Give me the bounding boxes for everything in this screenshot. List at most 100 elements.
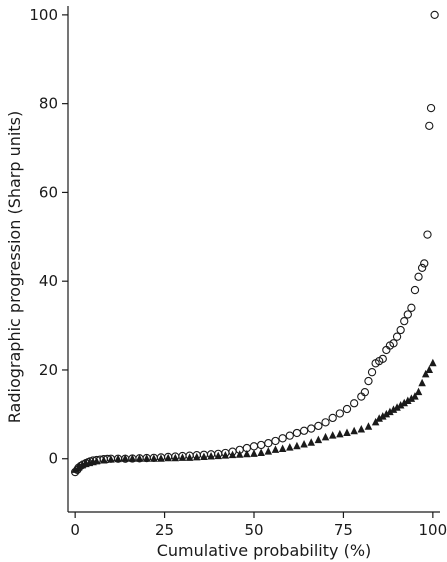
filled-triangle-point — [235, 450, 244, 458]
x-axis-label: Cumulative probability (%) — [157, 541, 372, 560]
open-circle-point — [400, 316, 409, 326]
open-circle-point — [367, 368, 377, 377]
open-circle-point — [426, 103, 436, 113]
filled-triangle-point — [343, 428, 351, 436]
open-circle-point — [350, 399, 359, 408]
filled-triangle-point — [107, 455, 115, 463]
open-circle-point — [430, 10, 439, 20]
filled-triangle-point — [379, 412, 387, 420]
y-tick-label: 100 — [29, 6, 58, 24]
open-circle-point — [307, 424, 316, 433]
open-circle-point — [378, 354, 387, 364]
open-circle-point — [403, 310, 412, 319]
filled-triangle-point — [407, 394, 416, 402]
filled-triangle-point — [185, 453, 194, 461]
open-circle-point — [407, 303, 416, 312]
open-circle-point — [285, 431, 294, 440]
filled-triangle-point — [429, 358, 437, 367]
filled-triangle-point — [286, 443, 294, 451]
open-circle-point — [249, 442, 259, 451]
filled-triangle-point — [157, 454, 165, 462]
open-circle-point — [425, 121, 434, 130]
x-tick-label: 100 — [419, 521, 447, 539]
open-circle-point — [264, 439, 273, 448]
open-circle-point — [292, 428, 302, 438]
filled-triangle-point — [171, 453, 180, 462]
filled-triangle-point — [375, 414, 383, 422]
filled-triangle-point — [121, 454, 129, 462]
open-circle-point — [392, 332, 402, 341]
filled-triangle-point — [328, 431, 337, 439]
filled-triangle-point — [350, 426, 358, 435]
filled-triangle-point — [300, 440, 308, 448]
filled-triangle-point — [278, 444, 287, 452]
filled-triangle-point — [404, 396, 412, 405]
filled-triangle-point — [257, 448, 265, 456]
filled-triangle-point — [221, 451, 230, 459]
filled-triangle-point — [250, 449, 258, 457]
open-circle-point — [328, 413, 337, 423]
filled-triangle-point — [214, 451, 222, 460]
y-tick-label: 80 — [39, 95, 58, 113]
data-points — [71, 10, 439, 477]
filled-triangle-point — [321, 432, 330, 441]
open-circle-point — [278, 434, 287, 443]
open-circle-point — [417, 263, 427, 273]
open-circle-point — [364, 376, 373, 386]
filled-triangle-point — [414, 387, 423, 396]
filled-triangle-point — [243, 449, 251, 458]
filled-triangle-point — [164, 453, 172, 462]
filled-triangle-point — [293, 441, 301, 450]
open-circle-point — [414, 272, 423, 281]
filled-triangle-point — [178, 453, 187, 461]
filled-triangle-point — [193, 452, 201, 461]
open-circle-point — [423, 230, 432, 239]
open-circle-point — [410, 285, 420, 295]
y-axis-label: Radiographic progression (Sharp units) — [5, 111, 24, 423]
open-circle-point — [396, 325, 405, 335]
filled-triangle-point — [418, 378, 426, 387]
open-circle-point — [389, 339, 398, 348]
filled-triangle-point — [142, 454, 151, 462]
filled-triangle-point — [396, 400, 405, 409]
filled-triangle-point — [228, 450, 237, 459]
filled-triangle-point — [114, 454, 122, 463]
x-tick-label: 25 — [155, 521, 174, 539]
filled-triangle-point — [207, 452, 215, 460]
filled-triangle-point — [128, 454, 137, 462]
open-circle-point — [420, 259, 429, 268]
filled-triangle-point — [336, 429, 344, 438]
y-tick-label: 60 — [39, 183, 58, 201]
filled-triangle-point — [425, 365, 434, 373]
open-circle-point — [271, 436, 280, 446]
open-circle-point — [299, 426, 309, 435]
axes: 0 20 40 60 80 100 0 25 50 75 100 — [29, 6, 447, 539]
y-tick-label: 20 — [39, 361, 58, 379]
open-circle-point — [360, 388, 370, 397]
open-circle-point — [321, 418, 330, 427]
filled-triangle-point — [411, 392, 419, 400]
filled-triangle-point — [382, 409, 391, 418]
filled-triangle-point — [314, 435, 323, 444]
open-circle-point — [342, 404, 352, 414]
filled-triangle-point — [74, 463, 83, 471]
filled-triangle-point — [150, 454, 158, 462]
y-tick-label: 40 — [39, 272, 58, 290]
filled-triangle-point — [386, 407, 394, 416]
filled-triangle-point — [92, 456, 101, 465]
axis-labels: Cumulative probability (%) Radiographic … — [5, 111, 371, 560]
filled-triangle-point — [264, 447, 273, 455]
open-circle-point — [314, 421, 323, 431]
open-circle-point — [335, 409, 344, 418]
filled-triangle-point — [400, 398, 408, 407]
x-tick-label: 75 — [334, 521, 353, 539]
x-tick-label: 0 — [70, 521, 80, 539]
filled-triangle-point — [421, 369, 430, 378]
open-circle-point — [257, 440, 266, 450]
filled-triangle-point — [271, 445, 280, 453]
y-tick-label: 0 — [48, 450, 58, 468]
filled-triangle-point — [71, 465, 79, 473]
series-1 — [71, 10, 439, 477]
